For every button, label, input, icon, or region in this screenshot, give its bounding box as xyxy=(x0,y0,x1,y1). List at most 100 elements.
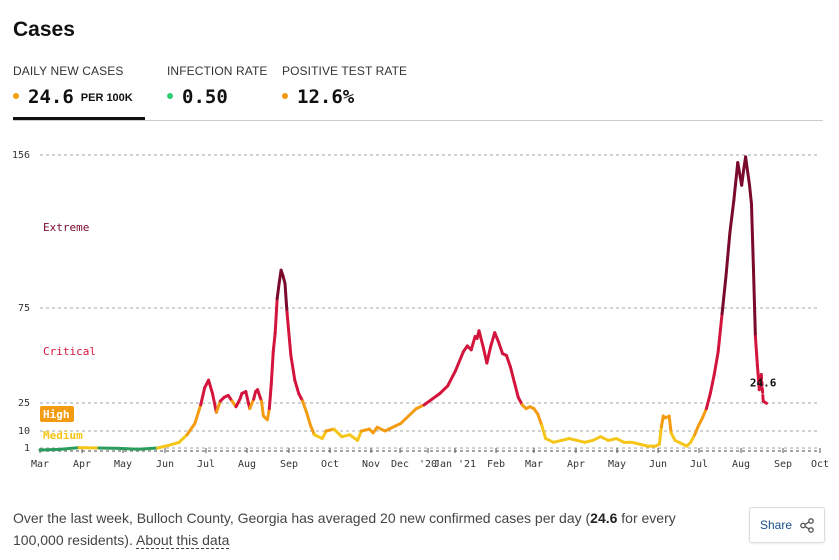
x-tick-label: Jul xyxy=(197,459,215,470)
tab-value: 0.50 xyxy=(182,86,228,108)
series-segment xyxy=(749,202,755,270)
x-tick-label: Nov xyxy=(362,459,380,470)
series-segment xyxy=(275,281,281,301)
series-segment xyxy=(497,340,505,356)
series-segment xyxy=(265,407,271,422)
series-segment xyxy=(700,407,708,420)
x-tick-label: '20 xyxy=(419,459,437,470)
tab-label: POSITIVE TEST RATE xyxy=(282,64,408,78)
series-segment xyxy=(214,399,222,414)
series-segment xyxy=(267,382,273,411)
latest-value-label: 24.6 xyxy=(750,377,777,390)
series-segment xyxy=(732,161,740,202)
about-data-link[interactable]: About this data xyxy=(135,532,230,549)
series-segment xyxy=(477,329,485,348)
series-segment xyxy=(356,429,363,442)
y-tick-label: 75 xyxy=(18,303,30,314)
series-segment xyxy=(748,183,753,206)
tab-unit: PER 100K xyxy=(80,92,133,104)
series-segment xyxy=(305,410,312,427)
x-tick-label: Jun xyxy=(649,459,667,470)
summary-text-before: Over the last week, Bulloch County, Geor… xyxy=(13,510,591,526)
series-segment xyxy=(751,266,757,338)
y-tick-label: 1 xyxy=(24,443,30,454)
series-segment xyxy=(744,155,752,187)
zone-label-extreme: Extreme xyxy=(43,221,89,234)
zone-label-high: High xyxy=(43,408,70,421)
status-dot-icon xyxy=(282,93,288,99)
series-segment xyxy=(308,423,316,437)
x-tick-label: Jul xyxy=(690,459,708,470)
series-segment xyxy=(199,386,207,407)
x-tick-label: Aug xyxy=(732,459,750,470)
series-segment xyxy=(301,399,309,414)
tab-positive-test-rate[interactable]: POSITIVE TEST RATE 12.6% xyxy=(282,64,412,120)
series-segment xyxy=(712,350,720,376)
series-segment xyxy=(724,230,732,278)
series-segment xyxy=(156,443,171,450)
series-segment xyxy=(185,422,197,437)
series-segment xyxy=(708,373,716,395)
series-segment xyxy=(207,378,214,395)
summary-text: Over the last week, Bulloch County, Geor… xyxy=(13,507,713,551)
series-segment xyxy=(406,407,418,418)
series-segment xyxy=(753,335,759,367)
series-segment xyxy=(332,427,344,439)
series-segment xyxy=(210,392,218,414)
series-segment xyxy=(244,390,252,411)
series-segment xyxy=(716,312,724,354)
x-tick-label: Oct xyxy=(321,459,339,470)
series-segment xyxy=(248,397,256,411)
series-segment xyxy=(657,425,663,446)
share-button[interactable]: Share xyxy=(749,507,825,543)
series-segment xyxy=(667,414,673,435)
cases-chart: 1 10 25 75 156 Extreme Critical High Medium Mar Ap… xyxy=(12,150,829,470)
x-tick-label: Mar xyxy=(31,459,49,470)
series-segment xyxy=(193,403,203,426)
series-segment xyxy=(177,433,189,444)
y-tick-label: 10 xyxy=(18,426,30,437)
x-tick-label: Sep xyxy=(774,459,792,470)
zone-label-medium: Medium xyxy=(43,429,83,442)
page-title: Cases xyxy=(13,18,75,41)
x-tick-label: Jan '21 xyxy=(434,459,476,470)
series-segment xyxy=(116,446,140,451)
x-tick-label: Sep xyxy=(280,459,298,470)
series-segment xyxy=(438,384,450,395)
zone-label-critical: Critical xyxy=(43,345,96,358)
x-tick-label: May xyxy=(608,459,626,470)
y-tick-label: 25 xyxy=(18,398,30,409)
series-segment xyxy=(293,378,301,395)
series-segment xyxy=(167,440,181,447)
x-tick-label: Jun xyxy=(156,459,174,470)
tab-label: INFECTION RATE xyxy=(167,64,268,78)
x-tick-label: Aug xyxy=(238,459,256,470)
series-segment xyxy=(720,274,728,316)
series-segment xyxy=(446,369,458,388)
series-segment xyxy=(430,392,442,401)
status-dot-icon xyxy=(167,93,173,99)
series-segment xyxy=(704,392,712,411)
series-segment xyxy=(136,446,160,451)
series-segment xyxy=(512,380,520,399)
x-tick-label: Mar xyxy=(525,459,543,470)
x-tick-label: Dec xyxy=(391,459,409,470)
series-segment xyxy=(399,414,410,426)
series-segment xyxy=(273,297,279,335)
tab-infection-rate[interactable]: INFECTION RATE 0.50 xyxy=(167,64,277,120)
share-label: Share xyxy=(759,518,793,532)
zone-badge-high xyxy=(40,406,74,422)
summary-text-after: for every 100,000 residents). xyxy=(13,510,676,548)
series-segment xyxy=(271,331,277,354)
series-segment xyxy=(504,354,512,369)
series-segment xyxy=(659,414,665,429)
series-segment xyxy=(536,412,544,427)
series-segment xyxy=(454,350,465,373)
tab-daily-new-cases[interactable]: DAILY NEW CASES 24.6 PER 100K xyxy=(13,64,145,120)
x-tick-label: Apr xyxy=(73,459,91,470)
series-segment xyxy=(283,281,289,314)
series-segment xyxy=(540,423,548,441)
series-segment xyxy=(422,397,434,407)
share-icon xyxy=(800,517,814,533)
series-segment xyxy=(285,310,293,357)
